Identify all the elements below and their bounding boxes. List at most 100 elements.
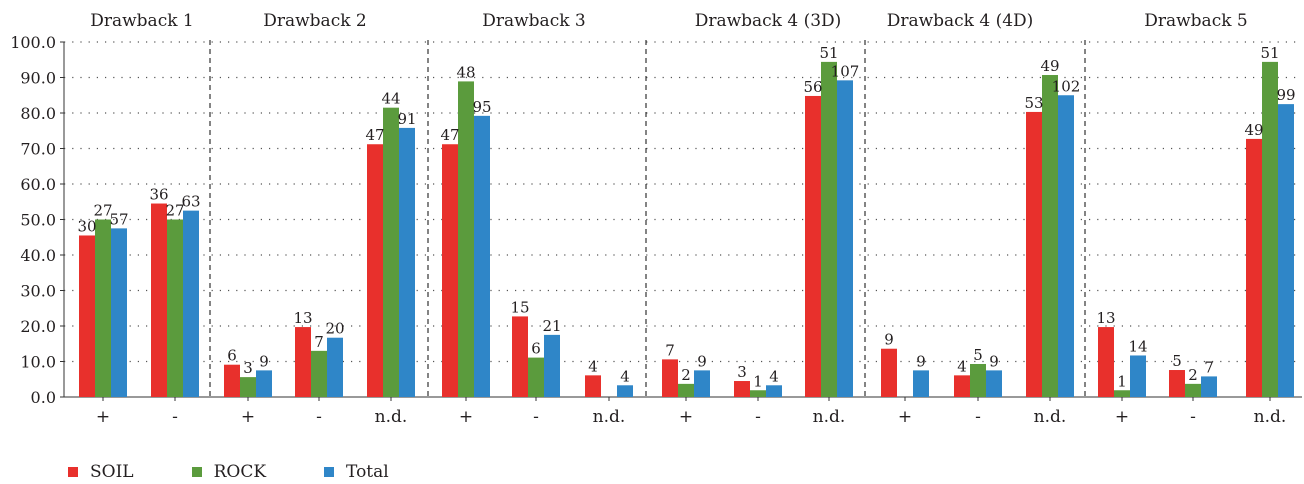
y-tick-label: 20.0	[20, 317, 56, 336]
bar	[1262, 61, 1278, 397]
bar	[442, 144, 458, 397]
bar	[821, 61, 837, 397]
bar-label: 95	[472, 98, 491, 116]
bar-label: 15	[510, 298, 529, 316]
bar-label: 9	[259, 352, 269, 370]
bar-label: 9	[989, 352, 999, 370]
bar	[881, 348, 897, 397]
x-tick-label: n.d.	[1254, 407, 1287, 427]
bar	[256, 370, 272, 397]
bar	[383, 107, 399, 398]
bar	[151, 203, 167, 397]
bar	[167, 219, 183, 397]
bar-label: 44	[381, 90, 400, 108]
legend-swatch-rock	[191, 467, 202, 477]
bar-label: 4	[588, 357, 598, 375]
panel-separators	[209, 40, 1086, 397]
bar-label: 51	[819, 44, 838, 62]
bar-label: 3	[737, 363, 747, 381]
bar	[311, 350, 327, 397]
x-tick-label: -	[755, 407, 761, 427]
bar-label: 49	[1244, 121, 1263, 139]
bar-label: 51	[1260, 44, 1279, 62]
legend-item-total: Total	[324, 462, 389, 482]
x-tick-label: n.d.	[593, 407, 626, 427]
x-tick-label: -	[1190, 407, 1196, 427]
x-tick-label: +	[459, 407, 473, 427]
bar-label: 13	[1096, 309, 1115, 327]
legend-item-rock: ROCK	[191, 462, 267, 482]
x-tick-label: n.d.	[1034, 407, 1067, 427]
bar-label: 102	[1052, 77, 1081, 95]
bar	[224, 364, 240, 397]
bar	[95, 219, 111, 397]
x-tick-label: +	[898, 407, 912, 427]
y-tick-label: 60.0	[20, 175, 56, 194]
bar-label: 57	[109, 210, 128, 228]
y-tick-label: 50.0	[20, 211, 56, 230]
bar	[1185, 383, 1201, 397]
bar	[1246, 138, 1262, 398]
bar-label: 14	[1128, 337, 1147, 355]
bars	[79, 61, 1294, 398]
x-tick-label: -	[975, 407, 981, 427]
bar-label: 4	[769, 367, 779, 385]
y-tick-label: 100.0	[10, 33, 56, 52]
bar	[528, 357, 544, 397]
legend-label-rock: ROCK	[213, 462, 267, 482]
grid-lines	[64, 41, 1302, 363]
bar	[694, 370, 710, 397]
bar	[327, 337, 343, 397]
panel-title: Drawback 2	[263, 11, 367, 31]
bar-label: 5	[973, 346, 983, 364]
legend-label-total: Total	[346, 462, 389, 482]
bar	[766, 385, 782, 397]
y-tick-label: 70.0	[20, 140, 56, 159]
bar	[1058, 95, 1074, 397]
legend-swatch-soil	[68, 467, 78, 477]
x-tick-label: -	[533, 407, 539, 427]
panel-title: Drawback 1	[90, 11, 194, 31]
bar-label: 27	[165, 202, 184, 220]
bar-label: 6	[227, 347, 237, 365]
bar-label: 5	[1172, 352, 1182, 370]
bar	[734, 381, 750, 397]
bar	[1201, 376, 1217, 397]
bar	[662, 359, 678, 397]
bar	[1042, 75, 1058, 397]
bar-label: 7	[1204, 358, 1214, 376]
legend-item-soil: SOIL	[68, 462, 134, 482]
bar-label: 99	[1276, 86, 1295, 104]
bar-label: 49	[1040, 57, 1059, 75]
y-tick-label: 90.0	[20, 69, 56, 88]
bar-label: 2	[1188, 366, 1198, 384]
y-tick-label: 80.0	[20, 104, 56, 123]
bar-label: 1	[753, 372, 763, 390]
bar-label: 4	[957, 357, 967, 375]
bar	[617, 385, 633, 397]
bar	[805, 95, 821, 398]
tick-labels: 0.0 10.0 20.0 30.0 40.0 50.0 60.0 70.0 80.0 90.0 1…	[10, 33, 1286, 427]
axes	[60, 41, 1302, 401]
bar	[367, 144, 383, 397]
bar-label: 30	[77, 217, 96, 235]
panel-title: Drawback 5	[1144, 11, 1248, 31]
bar	[183, 210, 199, 397]
x-tick-label: +	[679, 407, 693, 427]
bar	[1026, 111, 1042, 397]
bar	[79, 235, 95, 397]
bar-label: 56	[803, 78, 822, 96]
bar	[458, 81, 474, 397]
bar	[913, 370, 929, 397]
bar-label: 47	[440, 126, 459, 144]
bar-label: 91	[397, 110, 416, 128]
bar	[544, 334, 560, 397]
bar	[1114, 390, 1130, 397]
bar-label: 1	[1117, 372, 1127, 390]
bar-label: 21	[542, 317, 561, 335]
bar-label: 7	[665, 341, 675, 359]
bar	[399, 127, 415, 397]
legend-label-soil: SOIL	[90, 462, 134, 482]
bar	[970, 363, 986, 397]
bar	[512, 316, 528, 397]
